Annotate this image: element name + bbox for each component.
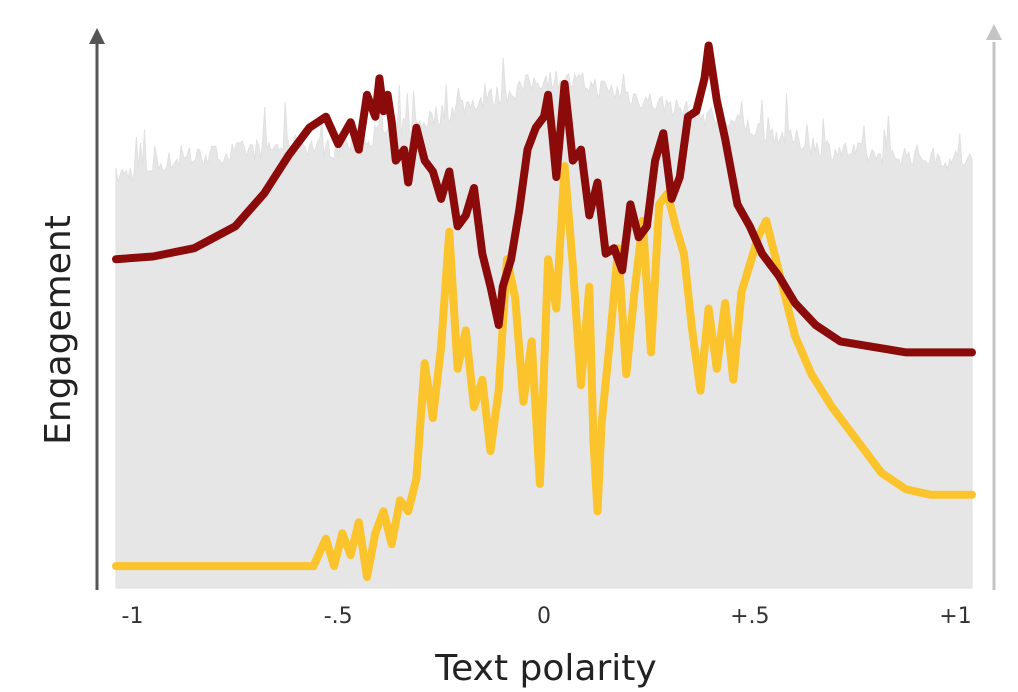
right-y-axis (986, 24, 1002, 590)
right-y-axis-arrow-icon (986, 24, 1002, 40)
x-tick-label: 0 (537, 604, 551, 629)
x-axis-title: Text polarity (434, 648, 656, 689)
plot-area (112, 41, 976, 589)
x-tick-labels: -1 -.5 0 +.5 +1 (122, 604, 972, 629)
left-y-axis (89, 28, 105, 590)
series-line-yellow (112, 162, 976, 581)
x-tick-label: +1 (939, 604, 971, 629)
left-y-axis-arrow-icon (89, 28, 105, 44)
x-tick-label: -.5 (324, 604, 353, 629)
x-tick-label: +.5 (730, 604, 769, 629)
x-tick-label: -1 (122, 604, 144, 629)
series-line-dark-red (112, 41, 976, 357)
y-axis-title: Engagement (38, 215, 79, 445)
